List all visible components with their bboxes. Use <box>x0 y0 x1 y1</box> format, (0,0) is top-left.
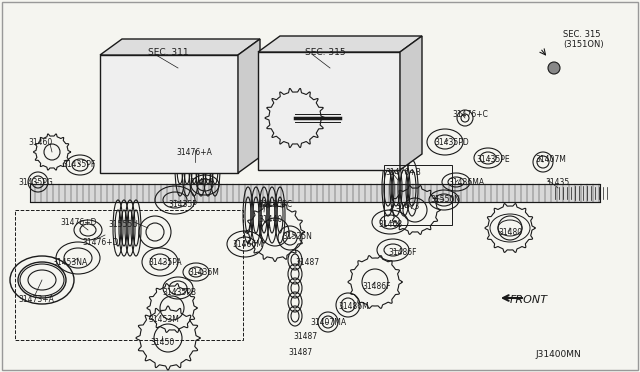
Text: SEC. 315: SEC. 315 <box>305 48 346 57</box>
Text: 31435PF: 31435PF <box>62 160 95 169</box>
Bar <box>30 184 600 202</box>
Text: 31435: 31435 <box>545 178 569 187</box>
Bar <box>100 55 238 173</box>
Text: 31473: 31473 <box>395 202 419 211</box>
Text: 31453NA: 31453NA <box>52 258 87 267</box>
Circle shape <box>287 148 292 153</box>
Text: 31466M: 31466M <box>232 240 263 249</box>
Text: 31525N: 31525N <box>282 232 312 241</box>
Polygon shape <box>238 39 260 173</box>
Text: 31435PB: 31435PB <box>162 288 196 297</box>
Polygon shape <box>400 36 422 170</box>
Text: 31487: 31487 <box>295 258 319 267</box>
Text: 31435PC: 31435PC <box>258 200 292 209</box>
Text: 31476+C: 31476+C <box>452 110 488 119</box>
Circle shape <box>301 148 307 153</box>
Circle shape <box>308 148 314 153</box>
Text: 31486F: 31486F <box>388 248 417 257</box>
Bar <box>384 165 452 225</box>
Text: 31468: 31468 <box>378 220 402 229</box>
Text: 31476+A: 31476+A <box>176 148 212 157</box>
Text: SEC. 311: SEC. 311 <box>148 48 189 57</box>
Text: 31440: 31440 <box>258 215 282 224</box>
Bar <box>15 210 243 340</box>
Text: 31450: 31450 <box>150 338 174 347</box>
Text: 31435PG: 31435PG <box>18 178 52 187</box>
Text: FRONT: FRONT <box>510 295 548 305</box>
Text: 31555U: 31555U <box>108 220 138 229</box>
Polygon shape <box>100 39 260 55</box>
Text: 31550N: 31550N <box>430 195 460 204</box>
Circle shape <box>294 148 300 153</box>
Bar <box>258 52 400 170</box>
Text: 31436MA: 31436MA <box>448 178 484 187</box>
Text: 31480: 31480 <box>498 228 522 237</box>
Circle shape <box>548 62 560 74</box>
Polygon shape <box>258 36 422 52</box>
Text: 31487: 31487 <box>288 348 312 357</box>
Text: 31407M: 31407M <box>535 155 566 164</box>
Text: 31420: 31420 <box>189 178 213 187</box>
Text: 31435PA: 31435PA <box>148 258 182 267</box>
Text: SEC. 315: SEC. 315 <box>563 30 600 39</box>
Text: 31473+A: 31473+A <box>18 295 54 304</box>
Text: (3151ON): (3151ON) <box>563 40 604 49</box>
Text: 31435PD: 31435PD <box>434 138 468 147</box>
Text: 31487: 31487 <box>293 332 317 341</box>
Text: 31476+D: 31476+D <box>82 238 118 247</box>
Text: J31400MN: J31400MN <box>535 350 580 359</box>
Text: 31476+B: 31476+B <box>385 168 420 177</box>
Text: 31486F: 31486F <box>362 282 390 291</box>
Circle shape <box>280 148 285 153</box>
Text: 31476+D: 31476+D <box>60 218 97 227</box>
Text: 31453M: 31453M <box>148 315 179 324</box>
Text: 31435P: 31435P <box>168 200 197 209</box>
Text: 31460: 31460 <box>28 138 52 147</box>
Text: 31435PE: 31435PE <box>476 155 509 164</box>
Text: 31407MA: 31407MA <box>310 318 346 327</box>
Text: 31436M: 31436M <box>188 268 219 277</box>
Text: 31486M: 31486M <box>338 302 369 311</box>
